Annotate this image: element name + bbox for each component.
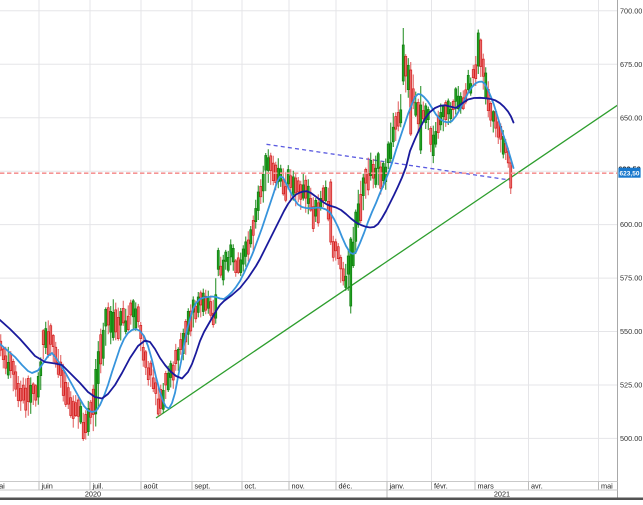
svg-text:600.00: 600.00	[620, 220, 642, 229]
svg-text:nov.: nov.	[292, 482, 305, 491]
svg-text:675.00: 675.00	[620, 60, 642, 69]
svg-text:juin: juin	[41, 482, 53, 491]
svg-text:déc.: déc.	[339, 482, 353, 491]
svg-text:avr.: avr.	[531, 482, 543, 491]
svg-text:mars: mars	[478, 482, 495, 491]
svg-text:oct.: oct.	[245, 482, 257, 491]
svg-text:700.00: 700.00	[620, 6, 642, 15]
svg-text:mai: mai	[601, 482, 613, 491]
svg-text:sept.: sept.	[195, 482, 211, 491]
svg-text:500.00: 500.00	[620, 434, 642, 443]
svg-text:525.00: 525.00	[620, 381, 642, 390]
svg-text:juil.: juil.	[92, 482, 104, 491]
svg-text:2020: 2020	[85, 490, 101, 499]
svg-text:650.00: 650.00	[620, 113, 642, 122]
svg-text:550.00: 550.00	[620, 327, 642, 336]
svg-text:janv.: janv.	[389, 482, 405, 491]
svg-text:2021: 2021	[494, 490, 510, 499]
svg-text:mai: mai	[0, 482, 5, 491]
svg-text:623,50: 623,50	[620, 171, 640, 178]
svg-text:août: août	[144, 482, 158, 491]
svg-text:févr.: févr.	[434, 482, 448, 491]
svg-text:575.00: 575.00	[620, 274, 642, 283]
